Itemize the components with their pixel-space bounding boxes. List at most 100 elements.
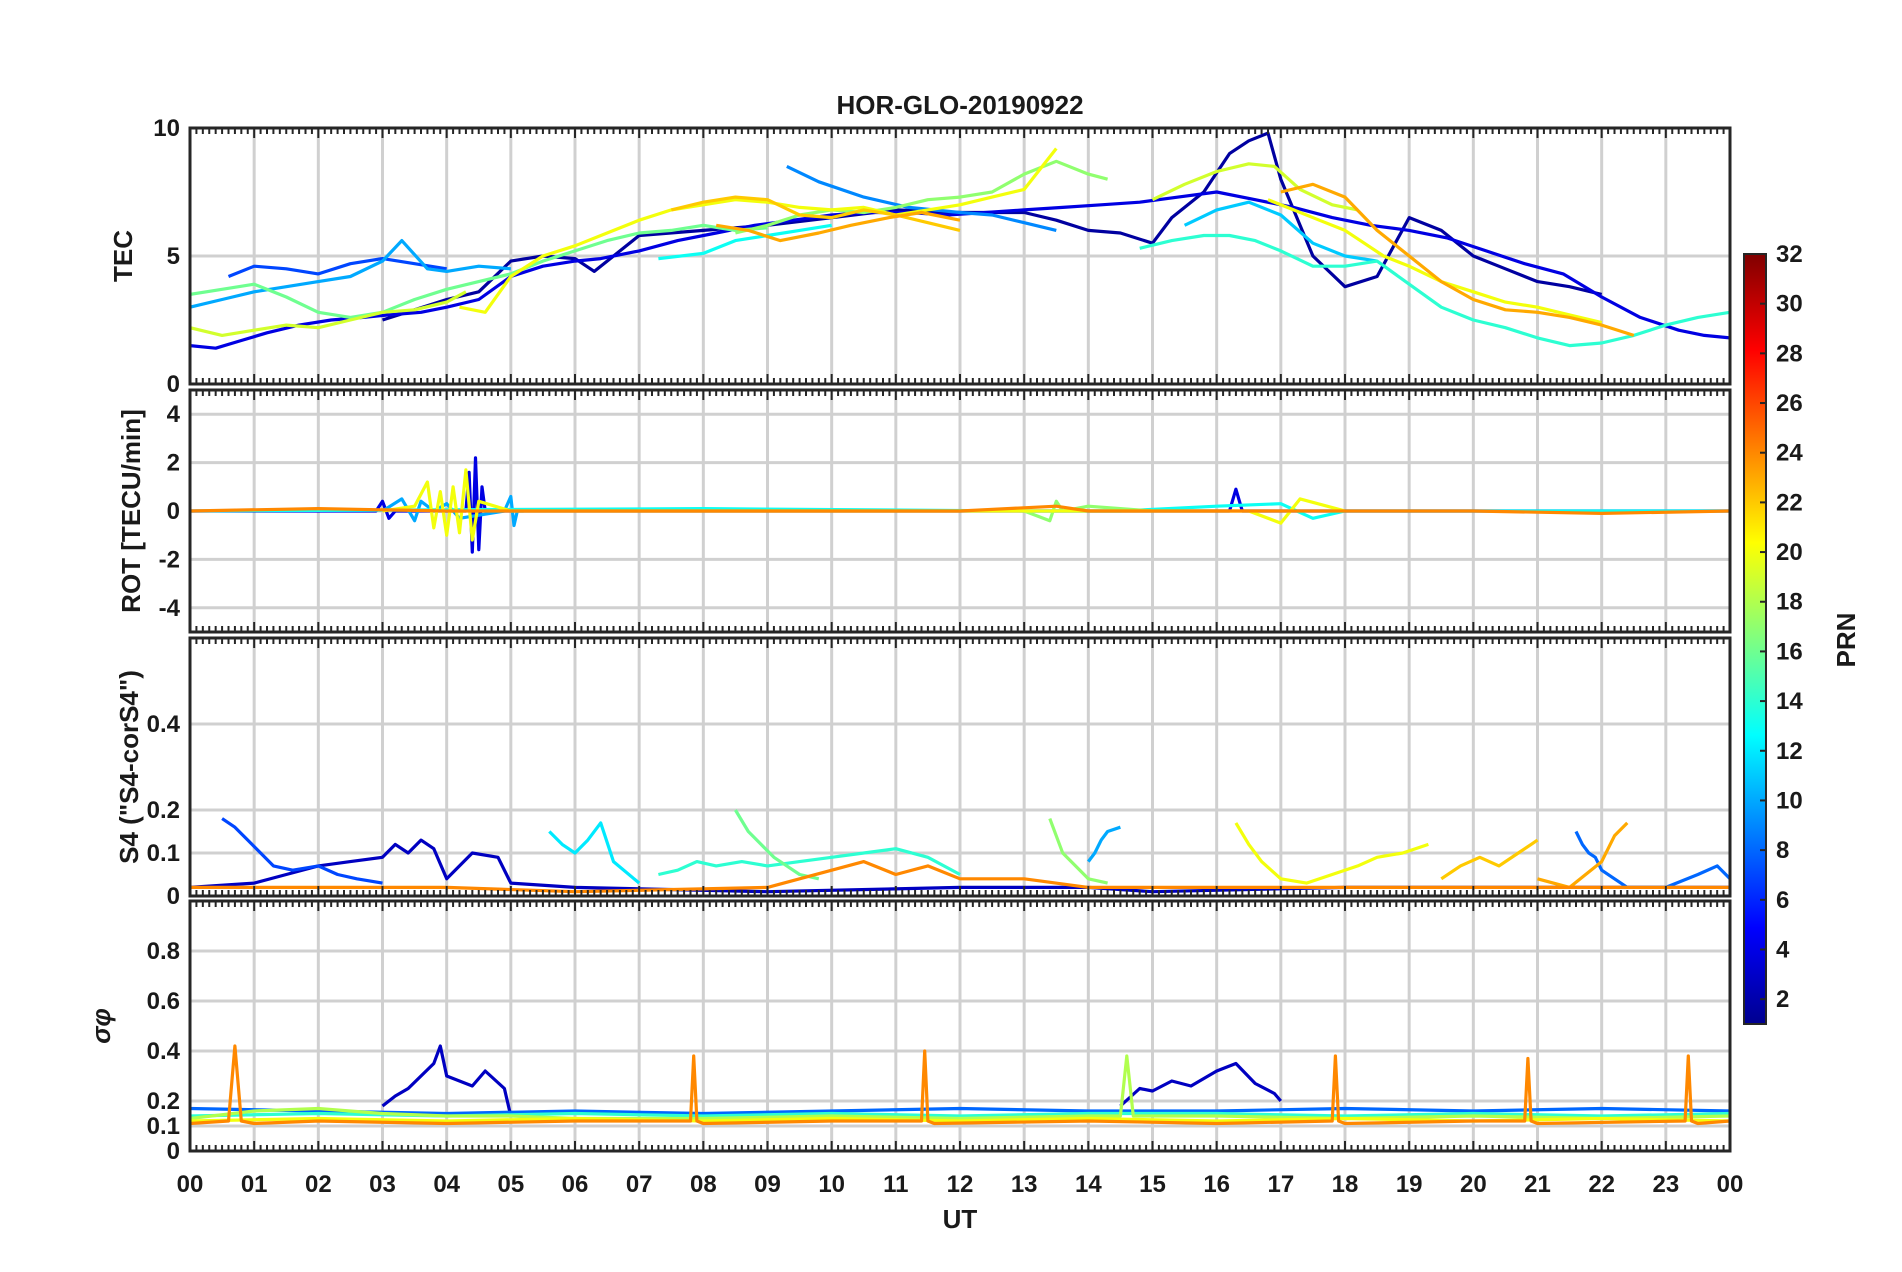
sigma-ytick-label: 0.1	[147, 1113, 180, 1140]
rot-ticks: -4 -2 0 2 4	[159, 390, 1731, 632]
s4-series-prn-10	[1087, 825, 1121, 863]
tec-series-prn-23	[1280, 182, 1635, 337]
x-tick-label: 16	[1203, 1171, 1230, 1198]
x-tick-label: 13	[1011, 1171, 1038, 1198]
x-tick-label: 07	[626, 1171, 653, 1198]
x-axis-label: UT	[943, 1204, 978, 1234]
rot-ytick-label: 2	[167, 450, 180, 477]
x-tick-label: 23	[1652, 1171, 1679, 1198]
s4-ticks: 0 0.1 0.2 0.4	[147, 638, 1731, 910]
x-tick-label: 02	[305, 1171, 332, 1198]
rot-ytick-label: -4	[159, 595, 181, 622]
x-tick-label: 09	[754, 1171, 781, 1198]
rot-ylabel: ROT [TECU/min]	[116, 409, 146, 613]
x-tick-label: 10	[818, 1171, 845, 1198]
colorbar-tick-label: 4	[1776, 936, 1790, 963]
x-tick-label: 19	[1396, 1171, 1423, 1198]
s4-series-prn-8	[1574, 830, 1730, 890]
x-tick-label: 06	[562, 1171, 589, 1198]
x-tick-label: 00	[177, 1171, 204, 1198]
tec-ytick-label: 5	[167, 243, 180, 270]
s4-series-prn-7	[221, 817, 383, 885]
x-tick-label: 18	[1332, 1171, 1359, 1198]
sigma-grid	[190, 901, 1730, 1151]
rot-ytick-label: 0	[167, 498, 180, 525]
tec-series-prn-20	[1267, 198, 1603, 325]
tec-series-prn-13	[658, 223, 832, 261]
s4-series-prn-20	[1234, 822, 1429, 885]
colorbar-tick-label: 8	[1776, 837, 1789, 864]
sigma-series	[190, 1044, 1730, 1126]
tec-ytick-label: 0	[167, 371, 180, 398]
sigma-series-prn-3	[1119, 1061, 1283, 1108]
panel-s4: 0 0.1 0.2 0.4 S4 ("S4-corS4")	[114, 636, 1732, 910]
tec-series-prn-16	[190, 223, 768, 319]
colorbar-label: PRN	[1831, 613, 1861, 668]
colorbar-tick-label: 6	[1776, 887, 1789, 914]
tec-series-prn-20	[459, 147, 1058, 314]
colorbar-gradient	[1743, 253, 1767, 1025]
tec-ticks: 0 5 10	[153, 115, 1731, 398]
x-tick-labels: 00 01 02 03 04 05 06 07 08 09 10 11 12 13 14 15 16 17 18 19…	[177, 1171, 1744, 1198]
x-tick-label: 20	[1460, 1171, 1487, 1198]
colorbar-tick-label: 16	[1776, 638, 1803, 665]
colorbar-tick-label: 22	[1776, 489, 1803, 516]
rot-series-prn-20	[382, 468, 1346, 542]
rot-ytick-label: -2	[159, 546, 180, 573]
s4-series-prn-17	[1048, 818, 1108, 885]
sigma-ylabel: σφ	[86, 1008, 116, 1044]
colorbar-tick-label: 30	[1776, 291, 1803, 318]
sigma-ytick-label: 0.8	[147, 938, 180, 965]
sigma-ticks: 00.10.2 0.4 0.6 0.8	[147, 901, 1731, 1165]
s4-ytick-label: 0.4	[147, 711, 181, 738]
tec-series-prn-19	[190, 290, 467, 337]
s4-series-prn-3	[190, 838, 1730, 894]
colorbar-tick-label: 18	[1776, 589, 1803, 616]
x-tick-label: 08	[690, 1171, 717, 1198]
sigma-series-prn-8	[190, 1106, 1730, 1116]
chart-title: HOR-GLO-20190922	[836, 90, 1083, 120]
s4-ytick-label: 0.1	[147, 840, 180, 867]
sigma-series-prn-3	[381, 1044, 513, 1117]
s4-series-prn-23	[1537, 821, 1629, 890]
sigma-ytick-label: 0.2	[147, 1088, 180, 1115]
x-tick-label: 03	[369, 1171, 396, 1198]
tec-series-prn-10	[190, 239, 511, 309]
tec-series-prn-2	[382, 131, 1603, 322]
rot-series-prn-24	[190, 504, 1730, 516]
colorbar-tick-label: 32	[1776, 241, 1803, 268]
colorbar-tick-label: 14	[1776, 688, 1803, 715]
tec-series	[190, 131, 1730, 350]
rot-ytick-label: 4	[167, 401, 181, 428]
x-tick-label: 11	[883, 1171, 908, 1198]
sigma-ytick-label: 0.4	[147, 1038, 181, 1065]
s4-series-prn-22	[1440, 838, 1539, 881]
rot-series	[190, 456, 1730, 554]
colorbar-tick-label: 26	[1776, 390, 1803, 417]
colorbar-tick-label: 2	[1776, 986, 1789, 1013]
colorbar-tick-label: 20	[1776, 539, 1803, 566]
sigma-series-prn-24	[190, 1044, 1730, 1126]
tec-series-prn-23	[715, 210, 961, 243]
x-tick-label: 17	[1267, 1171, 1294, 1198]
x-tick-label: 05	[497, 1171, 524, 1198]
tec-ytick-label: 10	[153, 115, 180, 142]
tec-ylabel: TEC	[108, 230, 138, 282]
x-tick-label: 14	[1075, 1171, 1102, 1198]
colorbar-tick-label: 10	[1776, 787, 1803, 814]
colorbar-tick-label: 12	[1776, 738, 1803, 765]
x-tick-label: 04	[433, 1171, 460, 1198]
s4-series-prn-12	[548, 821, 641, 885]
tec-series-prn-7	[227, 257, 447, 278]
colorbar-tick-label: 24	[1776, 440, 1803, 467]
colorbar-tick-label: 28	[1776, 340, 1803, 367]
s4-series-prn-16	[734, 809, 820, 881]
tec-series-prn-11	[1183, 200, 1378, 263]
x-tick-label: 15	[1139, 1171, 1166, 1198]
x-tick-label: 12	[947, 1171, 974, 1198]
sigma-ytick-label: 0.6	[147, 988, 180, 1015]
tec-series-prn-14	[1139, 233, 1730, 348]
x-tick-label: 00	[1717, 1171, 1744, 1198]
s4-ylabel: S4 ("S4-corS4")	[114, 670, 144, 864]
